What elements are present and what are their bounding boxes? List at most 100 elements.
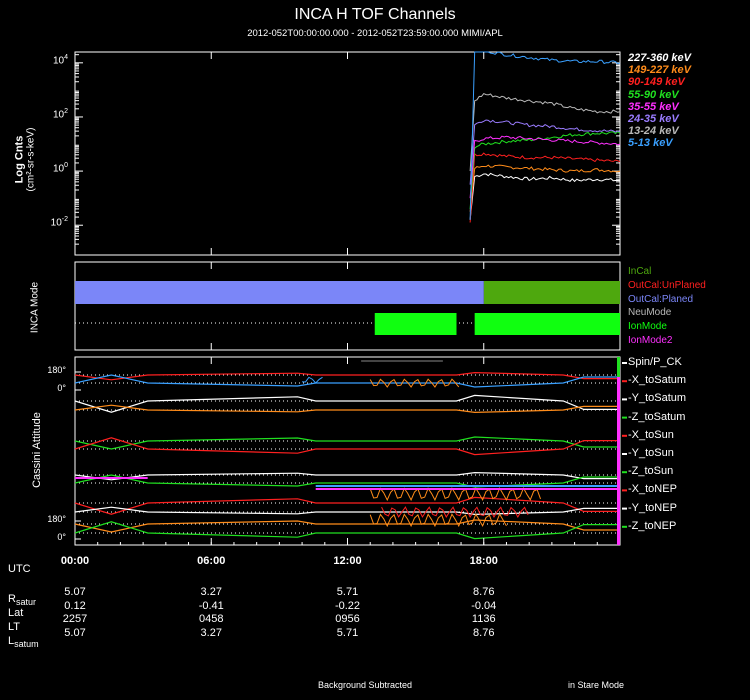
attitude-legend-label: -Z_toNEP <box>628 519 677 532</box>
attitude-legend-label: -X_toSatum <box>628 374 687 387</box>
attitude-tick-label: 0° <box>57 532 66 542</box>
time-axis-label: 12:00 <box>333 555 362 567</box>
ephemeris-value: 3.27 <box>200 627 222 639</box>
channel-legend-label: 55-90 keV <box>628 88 679 101</box>
footer-background: Background Subtracted <box>318 680 413 690</box>
flux-series-line <box>469 92 621 172</box>
attitude-legend-label: -Z_toSatum <box>628 410 686 423</box>
attitude-legend-label: -Y_toSun <box>628 447 674 459</box>
attitude-legend-label: -Y_toNEP <box>628 501 677 514</box>
flux-tick-label: 100 <box>28 162 68 174</box>
attitude-trace <box>74 404 620 414</box>
channel-legend-label: 5-13 keV <box>628 137 673 150</box>
ephemeris-row-label-text: R <box>8 593 16 605</box>
mode-ylabel: INCA Mode <box>29 281 41 334</box>
ephemeris-value: 5.71 <box>336 586 359 598</box>
attitude-trace <box>74 436 620 450</box>
attitude-trace <box>74 437 620 456</box>
attitude-legend-label: Spin/P_CK <box>628 356 682 368</box>
flux-tick-exp: 2 <box>64 107 68 115</box>
attitude-oscillation <box>381 506 529 519</box>
flux-tick-base: 10 <box>52 163 65 175</box>
ephemeris-row-label: Rsatur <box>8 593 36 607</box>
panel-frame-2 <box>74 261 621 351</box>
attitude-legend-label: -X_toNEP <box>628 483 677 496</box>
flux-series-line <box>469 152 621 223</box>
flux-ylabel-units: (cm²-sr-s-keV) <box>25 127 37 192</box>
channel-legend-label: 13-24 keV <box>628 125 679 138</box>
ephemeris-value: 0.12 <box>64 600 86 612</box>
ephemeris-row-label-text: LT <box>8 621 21 633</box>
attitude-trace <box>74 506 620 516</box>
attitude-tick-label: 0° <box>57 383 66 393</box>
attitude-trace <box>74 496 620 515</box>
ephemeris-value: 0956 <box>335 613 360 625</box>
ephemeris-row-label: Lsatum <box>8 635 39 649</box>
flux-series-line <box>469 119 621 185</box>
ephemeris-value: 3.27 <box>200 586 222 598</box>
ephemeris-value: 8.76 <box>473 627 495 639</box>
ephemeris-row-label-text: Lat <box>8 607 24 619</box>
panel-frame-1 <box>74 51 621 256</box>
mode-legend-label: IonMode <box>628 321 667 333</box>
mode-bar-ionmode <box>374 313 457 335</box>
channel-legend-label: 24-35 keV <box>628 113 679 125</box>
ephemeris-value: -0.22 <box>334 600 361 612</box>
flux-tick-exp: -2 <box>61 216 68 224</box>
attitude-oscillation <box>302 376 323 384</box>
flux-series-line <box>469 164 621 212</box>
time-axis-label: 00:00 <box>60 555 90 567</box>
attitude-ylabel: Cassini Attitude <box>31 412 43 488</box>
flux-tick-base: 10 <box>52 55 65 67</box>
mode-legend-label: IonMode2 <box>628 335 673 346</box>
attitude-legend-label: -X_toSun <box>628 428 674 441</box>
ephemeris-value: 0458 <box>199 613 224 625</box>
ephemeris-value: 5.71 <box>336 627 359 639</box>
channel-legend-label: 227-360 keV <box>628 52 691 64</box>
attitude-trace <box>74 374 620 388</box>
flux-ylabel: Log Cnts (cm²-sr-s-keV) <box>14 105 37 215</box>
ephemeris-value: 2257 <box>62 613 88 625</box>
ephemeris-row-label-text: L <box>8 635 15 647</box>
ephemeris-value: 8.76 <box>473 586 495 598</box>
attitude-edge-marker <box>617 357 620 377</box>
time-axis-label: 18:00 <box>469 555 498 567</box>
time-axis-label: 06:00 <box>197 555 226 567</box>
utc-label: UTC <box>8 563 31 575</box>
flux-tick-exp: 4 <box>64 53 68 61</box>
attitude-trace <box>74 371 620 381</box>
attitude-legend-label: -Z_toSun <box>628 465 674 478</box>
flux-series-line <box>469 135 621 199</box>
ephemeris-row-label: LT <box>8 621 20 635</box>
flux-tick-label: 10-2 <box>28 216 68 228</box>
ephemeris-row-label-subscript: satur <box>15 597 36 608</box>
flux-tick-base: 10 <box>50 217 62 229</box>
attitude-edge-marker <box>617 357 620 545</box>
mode-bar-ionmode <box>474 313 620 335</box>
ephemeris-value: -0.04 <box>471 600 497 612</box>
flux-tick-base: 10 <box>52 109 65 121</box>
attitude-oscillation <box>369 378 460 388</box>
attitude-oscillation <box>369 486 541 502</box>
channel-legend-label: 35-55 keV <box>628 100 679 113</box>
flux-series-line <box>469 51 621 220</box>
attitude-trace <box>74 471 620 481</box>
mode-legend-label: OutCal:Planed <box>628 293 694 305</box>
chart-subtitle: 2012-052T00:00:00.000 - 2012-052T23:59:0… <box>247 28 503 39</box>
ephemeris-value: 1136 <box>471 613 496 625</box>
ephemeris-row-label-subscript: satum <box>14 639 39 650</box>
flux-tick-label: 104 <box>28 54 68 66</box>
channel-legend-label: 149-227 keV <box>628 64 691 77</box>
flux-series-line <box>469 172 621 220</box>
attitude-trace <box>74 394 620 413</box>
attitude-trace <box>74 521 620 540</box>
ephemeris-row-label: Lat <box>8 607 23 621</box>
footer-stare-mode: in Stare Mode <box>568 680 625 690</box>
mode-legend-label: InCal <box>628 266 652 277</box>
flux-ylabel-text: Log Cnts <box>13 135 26 184</box>
ephemeris-value: 5.07 <box>64 586 86 598</box>
attitude-tick-label: 180° <box>47 365 66 375</box>
attitude-trace <box>74 519 620 533</box>
flux-tick-label: 102 <box>28 108 68 120</box>
